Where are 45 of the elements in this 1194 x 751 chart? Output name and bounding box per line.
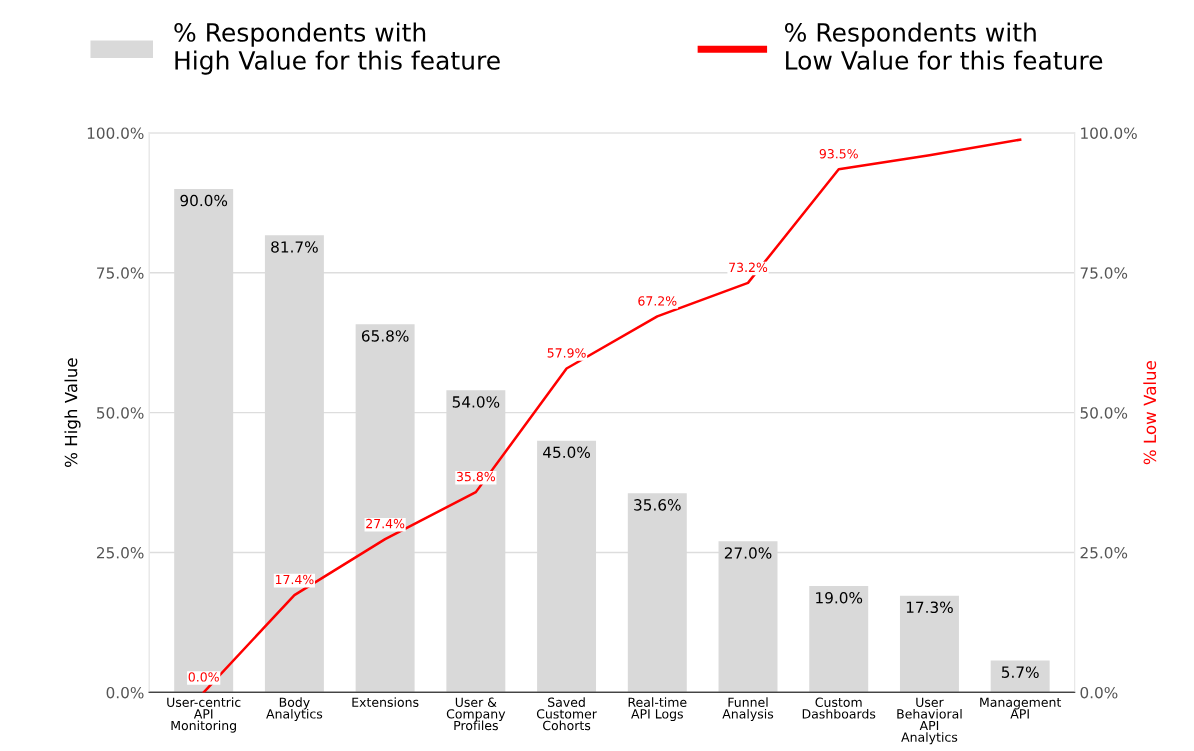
x-tick-label: Body Analytics [266,697,323,721]
y2-tick-label: 0.0% [1080,686,1118,699]
data-label: 57.9% [547,348,586,358]
y2-tick-label: 100.0% [1081,127,1137,139]
y-axis-title: % High Value [64,358,81,468]
data-label: 35.8% [456,471,496,482]
x-tick-label: Extensions [352,697,419,707]
y-tick-label: 100.0% [87,127,144,139]
x-tick-label: Management API [980,697,1062,719]
data-label: 93.5% [819,149,858,159]
x-tick-label: Custom Dashboards [802,697,876,719]
data-label: 17.4% [275,574,314,585]
y-tick-label: 25.0% [96,547,144,559]
x-tick-label: User Behavioral API Analytics [897,697,962,745]
data-label: 67.2% [638,296,677,306]
x-tick-label: Real-time API Logs [628,697,687,721]
y-tick-label: 0.0% [106,686,144,699]
data-label: 81.7% [271,241,318,253]
x-tick-label: Funnel Analysis [722,697,774,721]
x-tick-label: User & Company Profiles [446,697,506,731]
data-label: 90.0% [180,194,228,207]
data-label: 73.2% [729,262,768,273]
bar [809,586,869,693]
y-tick-label: 75.0% [97,267,144,279]
data-label: 17.3% [906,601,953,614]
y2-axis-title: % Low Value [1143,361,1157,465]
data-label: 45.0% [543,446,590,459]
data-label: 27.0% [724,547,772,559]
y2-tick-label: 75.0% [1080,267,1128,279]
data-label: 65.8% [361,330,409,342]
data-label: 19.0% [816,591,863,604]
bar [899,595,959,693]
x-tick-label: Saved Customer Cohorts [536,697,597,731]
y2-tick-label: 50.0% [1080,407,1128,419]
legend-label: % Respondents with High Value for this feature [174,22,500,75]
x-tick-label: User-centric API Monitoring [167,697,241,733]
data-label: 5.7% [1001,666,1039,678]
data-label: 0.0% [188,672,219,682]
y-tick-label: 50.0% [97,407,144,419]
data-label: 27.4% [366,518,405,529]
y2-tick-label: 25.0% [1080,547,1128,559]
bar [990,660,1050,693]
legend-label: % Respondents with Low Value for this feature [784,22,1103,70]
data-label: 54.0% [452,396,500,408]
data-label: 35.6% [634,499,681,511]
